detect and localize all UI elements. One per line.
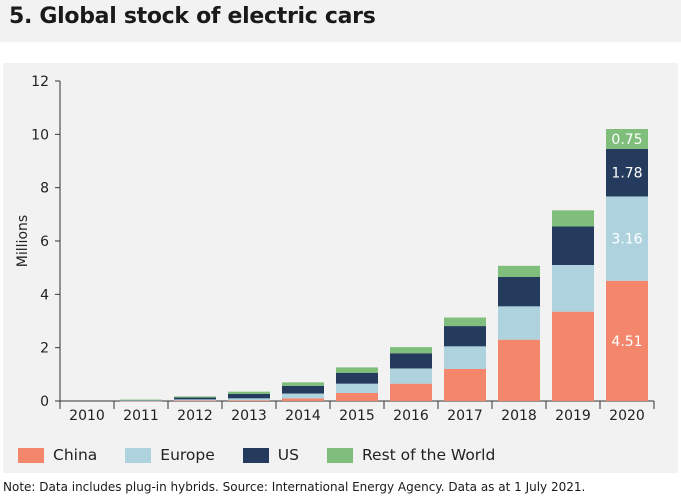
bar-rest-of-the-world-2016 bbox=[390, 347, 432, 354]
bar-china-2019 bbox=[552, 311, 594, 401]
y-tick-label: 10 bbox=[31, 127, 49, 143]
bar-rest-of-the-world-2014 bbox=[282, 382, 324, 386]
bar-rest-of-the-world-2015 bbox=[336, 367, 378, 373]
bar-china-2016 bbox=[390, 383, 432, 401]
bar-rest-of-the-world-2017 bbox=[444, 317, 486, 327]
chart-legend: China Europe US Rest of the World bbox=[18, 443, 523, 467]
bar-china-2017 bbox=[444, 369, 486, 401]
legend-label: US bbox=[277, 446, 299, 464]
legend-swatch bbox=[125, 447, 152, 463]
x-tick-label: 2020 bbox=[609, 408, 645, 424]
bar-us-2016 bbox=[390, 353, 432, 369]
bar-us-2014 bbox=[282, 385, 324, 394]
bar-europe-2014 bbox=[282, 393, 324, 399]
y-tick-label: 8 bbox=[40, 181, 49, 197]
x-tick-label: 2011 bbox=[123, 408, 159, 424]
data-label-rest-of-the-world: 0.75 bbox=[611, 132, 642, 148]
x-tick-label: 2013 bbox=[231, 408, 267, 424]
legend-swatch bbox=[326, 447, 353, 463]
bar-rest-of-the-world-2013 bbox=[228, 391, 270, 394]
bar-europe-2018 bbox=[498, 306, 540, 340]
legend-item-china: China bbox=[18, 446, 97, 464]
y-axis-label: Millions bbox=[15, 215, 31, 267]
bar-china-2014 bbox=[282, 398, 324, 401]
x-tick-label: 2017 bbox=[447, 408, 483, 424]
x-tick-label: 2014 bbox=[285, 408, 321, 424]
legend-label: Europe bbox=[160, 446, 215, 464]
bar-europe-2019 bbox=[552, 265, 594, 312]
data-label-europe: 3.16 bbox=[611, 232, 642, 248]
legend-label: Rest of the World bbox=[361, 446, 496, 464]
bar-europe-2012 bbox=[174, 399, 216, 401]
legend-swatch bbox=[242, 447, 269, 463]
data-label-china: 4.51 bbox=[611, 334, 642, 350]
bar-europe-2020 bbox=[606, 196, 648, 281]
bar-europe-2016 bbox=[390, 368, 432, 384]
bar-china-2020 bbox=[606, 280, 648, 401]
chart-title: 5. Global stock of electric cars bbox=[9, 4, 376, 29]
bar-europe-2017 bbox=[444, 346, 486, 369]
bar-us-2013 bbox=[228, 393, 270, 399]
bar-rest-of-the-world-2020 bbox=[606, 129, 648, 149]
bar-us-2017 bbox=[444, 326, 486, 347]
title-bar: 5. Global stock of electric cars bbox=[0, 0, 681, 42]
bar-us-2020 bbox=[606, 149, 648, 197]
x-tick-label: 2016 bbox=[393, 408, 429, 424]
bar-china-2015 bbox=[336, 393, 378, 401]
bar-rest-of-the-world-2018 bbox=[498, 265, 540, 277]
bar-us-2012 bbox=[174, 397, 216, 400]
x-tick-label: 2010 bbox=[69, 408, 105, 424]
bar-us-2015 bbox=[336, 372, 378, 384]
bar-rest-of-the-world-2011 bbox=[120, 399, 162, 401]
bar-rest-of-the-world-2012 bbox=[174, 396, 216, 398]
bar-china-2018 bbox=[498, 339, 540, 401]
x-tick-label: 2015 bbox=[339, 408, 375, 424]
y-tick-label: 12 bbox=[31, 74, 49, 90]
x-tick-label: 2012 bbox=[177, 408, 213, 424]
legend-item-us: US bbox=[242, 446, 299, 464]
y-tick-label: 2 bbox=[40, 341, 49, 357]
legend-swatch bbox=[18, 447, 44, 463]
bar-rest-of-the-world-2019 bbox=[552, 210, 594, 227]
bar-europe-2013 bbox=[228, 398, 270, 401]
data-label-us: 1.78 bbox=[611, 166, 642, 182]
y-tick-label: 0 bbox=[40, 394, 49, 410]
x-tick-label: 2018 bbox=[501, 408, 537, 424]
x-tick-label: 2019 bbox=[555, 408, 591, 424]
bar-china-2012 bbox=[174, 400, 216, 402]
bar-china-2013 bbox=[228, 400, 270, 401]
bar-us-2018 bbox=[498, 277, 540, 307]
bar-europe-2015 bbox=[336, 383, 378, 393]
legend-label: China bbox=[53, 446, 98, 464]
legend-item-europe: Europe bbox=[125, 446, 215, 464]
bar-europe-2011 bbox=[120, 400, 162, 402]
y-tick-label: 4 bbox=[40, 287, 49, 303]
legend-item-rest-of-the-world: Rest of the World bbox=[326, 446, 496, 464]
y-tick-label: 6 bbox=[40, 234, 49, 250]
bar-us-2019 bbox=[552, 226, 594, 265]
source-note: Note: Data includes plug-in hybrids. Sou… bbox=[3, 480, 586, 494]
